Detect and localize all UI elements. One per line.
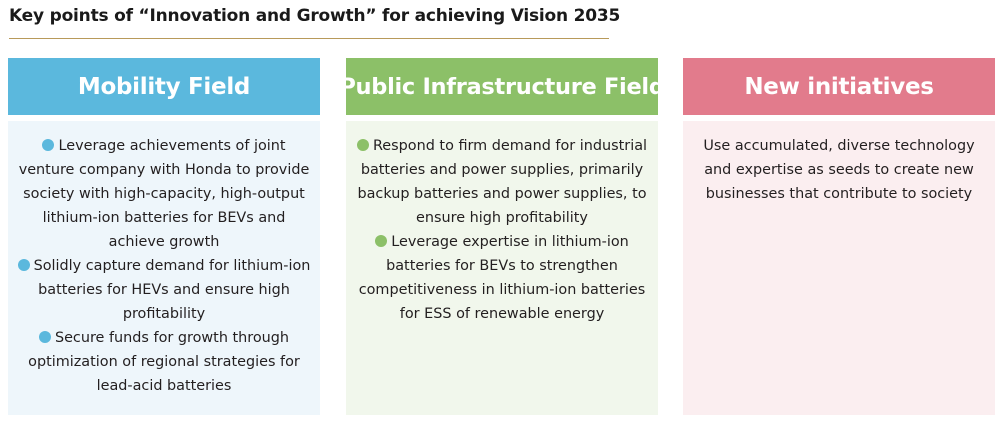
bullet-icon xyxy=(375,235,388,247)
mobility-field-panel: Mobility Field Leverage achievements of … xyxy=(8,58,320,415)
mobility-field-title: Mobility Field xyxy=(8,58,320,115)
mobility-item-text: Secure funds for growth through optimiza… xyxy=(28,330,300,394)
bullet-icon xyxy=(42,139,55,151)
new-initiatives-text: Use accumulated, diverse technology and … xyxy=(703,138,975,202)
infrastructure-item: Leverage expertise in lithium-ion batter… xyxy=(354,230,650,326)
mobility-item: Solidly capture demand for lithium-ion b… xyxy=(16,254,312,326)
mobility-item-text: Leverage achievements of joint venture c… xyxy=(18,138,310,250)
heading-divider xyxy=(9,38,609,39)
infrastructure-item-text: Leverage expertise in lithium-ion batter… xyxy=(358,234,646,322)
bullet-icon xyxy=(356,139,369,151)
mobility-item-text: Solidly capture demand for lithium-ion b… xyxy=(33,258,311,322)
mobility-item: Secure funds for growth through optimiza… xyxy=(16,326,312,398)
infrastructure-item: Respond to firm demand for industrial ba… xyxy=(354,134,650,230)
new-initiatives-body: Use accumulated, diverse technology and … xyxy=(683,121,995,415)
public-infrastructure-field-title: Public Infrastructure Field xyxy=(339,58,665,115)
new-initiatives-panel: New initiatives Use accumulated, diverse… xyxy=(683,58,995,415)
new-initiatives-title: New initiatives xyxy=(683,58,995,115)
mobility-item: Leverage achievements of joint venture c… xyxy=(16,134,312,254)
public-infrastructure-field-body: Respond to firm demand for industrial ba… xyxy=(346,121,658,415)
public-infrastructure-field-panel: Public Infrastructure Field Respond to f… xyxy=(339,58,665,415)
bullet-icon xyxy=(17,259,30,271)
page-heading: Key points of “Innovation and Growth” fo… xyxy=(9,6,621,26)
bullet-icon xyxy=(38,331,51,343)
mobility-field-body: Leverage achievements of joint venture c… xyxy=(8,121,320,415)
infrastructure-item-text: Respond to firm demand for industrial ba… xyxy=(357,138,648,226)
